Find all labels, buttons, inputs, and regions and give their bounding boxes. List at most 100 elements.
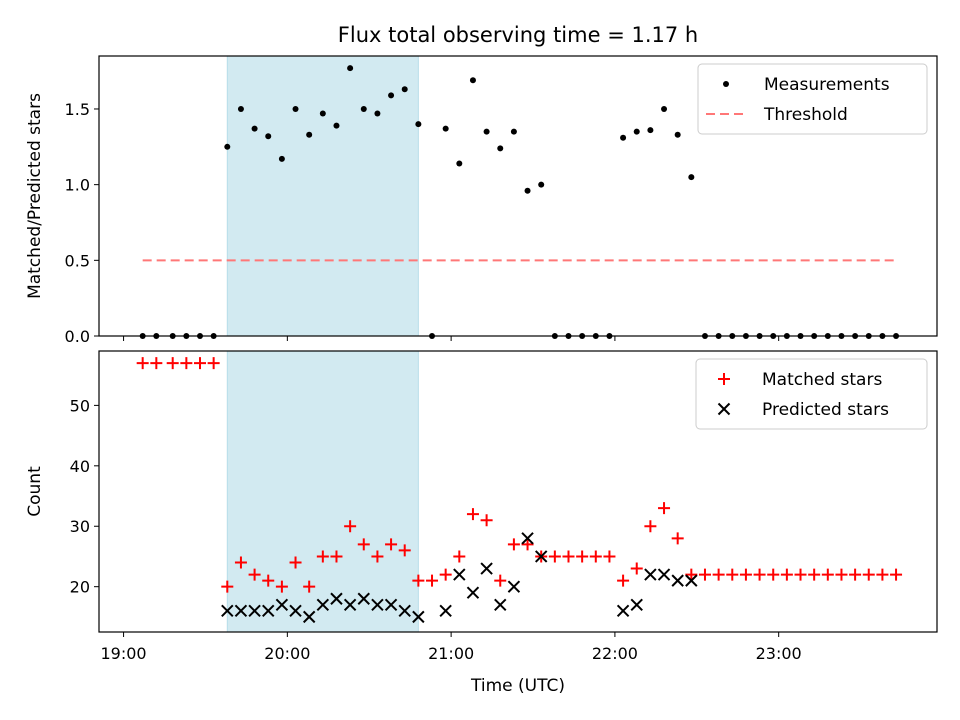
predicted-stars-point <box>671 574 684 587</box>
measurement-point <box>688 174 695 181</box>
matched-stars-point <box>262 574 275 587</box>
predicted-stars-point <box>480 562 493 575</box>
y-tick-label: 30 <box>70 517 90 536</box>
matched-stars-point <box>698 568 711 581</box>
x-tick-label: 22:00 <box>592 644 638 663</box>
matched-stars-point <box>303 580 316 593</box>
matched-stars-point <box>712 568 725 581</box>
y-tick-label: 40 <box>70 457 90 476</box>
matched-stars-point <box>808 568 821 581</box>
legend-marker-measurements <box>723 81 729 87</box>
measurement-point <box>633 128 640 135</box>
matched-stars-point <box>849 568 862 581</box>
matched-stars-point <box>275 580 288 593</box>
predicted-stars-point <box>343 598 357 612</box>
matched-stars-point <box>466 508 479 521</box>
x-tick-label: 19:00 <box>101 644 147 663</box>
matched-stars-point <box>439 568 452 581</box>
matched-stars-point <box>316 550 329 563</box>
top-panel: 0.0 0.5 1.0 1.5 Matched/Predicted stars Measu… <box>25 55 938 346</box>
x-tick-label: 20:00 <box>264 644 310 663</box>
matched-stars-point <box>658 502 671 515</box>
y-tick-label: 0.0 <box>65 327 90 346</box>
shaded-region <box>226 350 419 633</box>
matched-stars-point <box>739 568 752 581</box>
y-tick-label: 1.5 <box>65 100 90 119</box>
measurement-point <box>497 145 504 152</box>
x-tick-label: 21:00 <box>428 644 474 663</box>
predicted-stars-point <box>494 598 507 612</box>
axes-frame <box>98 55 938 337</box>
matched-stars-point <box>726 568 739 581</box>
y-tick-label: 20 <box>70 578 90 597</box>
predicted-stars-point <box>398 604 411 618</box>
predicted-stars-point <box>616 604 630 618</box>
matched-stars-point <box>480 514 493 527</box>
matched-stars-point <box>507 538 520 551</box>
matched-stars-point <box>193 357 206 370</box>
predicted-stars-point <box>630 598 643 612</box>
measurement-point <box>401 86 408 93</box>
matched-stars-point <box>862 568 875 581</box>
matched-stars-point <box>548 550 561 563</box>
measurement-point <box>251 125 258 132</box>
y-axis-label: Matched/Predicted stars <box>25 93 45 299</box>
matched-stars-point <box>603 550 616 563</box>
measurement-point <box>442 125 449 132</box>
matched-stars-point <box>521 538 534 551</box>
x-tick-label: 23:00 <box>756 644 802 663</box>
measurement-point <box>415 121 422 128</box>
matched-stars-point <box>166 357 179 370</box>
matched-stars-point <box>685 568 698 581</box>
matched-stars-point <box>330 550 343 563</box>
figure-title: Flux total observing time = 1.17 h <box>338 23 698 47</box>
matched-stars-point <box>385 538 398 551</box>
predicted-stars-point <box>316 598 330 612</box>
measurement-point <box>620 134 627 141</box>
predicted-stars-point <box>439 604 452 618</box>
measurement-point <box>661 105 668 112</box>
predicted-stars-point <box>262 604 275 618</box>
y-tick-label: 50 <box>70 396 90 415</box>
predicted-stars-point <box>466 586 480 599</box>
measurement-point <box>237 105 244 112</box>
matched-stars-point <box>453 550 466 563</box>
predicted-stars-point <box>412 610 425 624</box>
legend-box <box>695 358 928 430</box>
measurement-point <box>469 77 476 84</box>
measurement-point <box>278 155 285 162</box>
matched-stars-point <box>180 357 193 370</box>
matched-stars-point <box>398 544 411 557</box>
measurement-point <box>224 143 231 150</box>
matched-stars-point <box>207 357 220 370</box>
predicted-stars-point <box>330 592 343 605</box>
matched-stars-point <box>753 568 766 581</box>
y-tick-label: 1.0 <box>65 176 90 195</box>
predicted-stars-point <box>275 598 289 612</box>
measurement-point <box>306 131 313 138</box>
matched-stars-point <box>821 568 834 581</box>
axes-frame <box>98 350 938 633</box>
bottom-panel: 20 30 40 50 19:00 20:00 21:00 22:00 23:00 Count Ma… <box>25 350 938 663</box>
predicted-stars-point <box>357 592 370 605</box>
matched-stars-point <box>644 520 657 533</box>
x-axis-label: Time (UTC) <box>470 676 565 696</box>
legend-label: Threshold <box>763 105 848 125</box>
predicted-stars-point <box>248 604 261 618</box>
matched-stars-point <box>344 520 357 533</box>
matched-stars-point <box>589 550 602 563</box>
predicted-stars-point <box>221 604 234 618</box>
matched-stars-point <box>412 574 425 587</box>
matched-stars-point <box>494 574 507 587</box>
measurement-point <box>360 105 367 112</box>
matched-stars-point <box>630 562 643 575</box>
y-tick-label: 0.5 <box>65 251 90 270</box>
measurement-point <box>265 133 272 140</box>
shaded-region <box>226 55 419 337</box>
matched-stars-point <box>426 574 439 587</box>
predicted-stars-point <box>685 574 698 587</box>
predicted-stars-point <box>507 580 521 593</box>
matched-stars-point <box>890 568 903 581</box>
legend-label: Measurements <box>764 75 890 95</box>
matched-stars-point <box>617 574 630 587</box>
